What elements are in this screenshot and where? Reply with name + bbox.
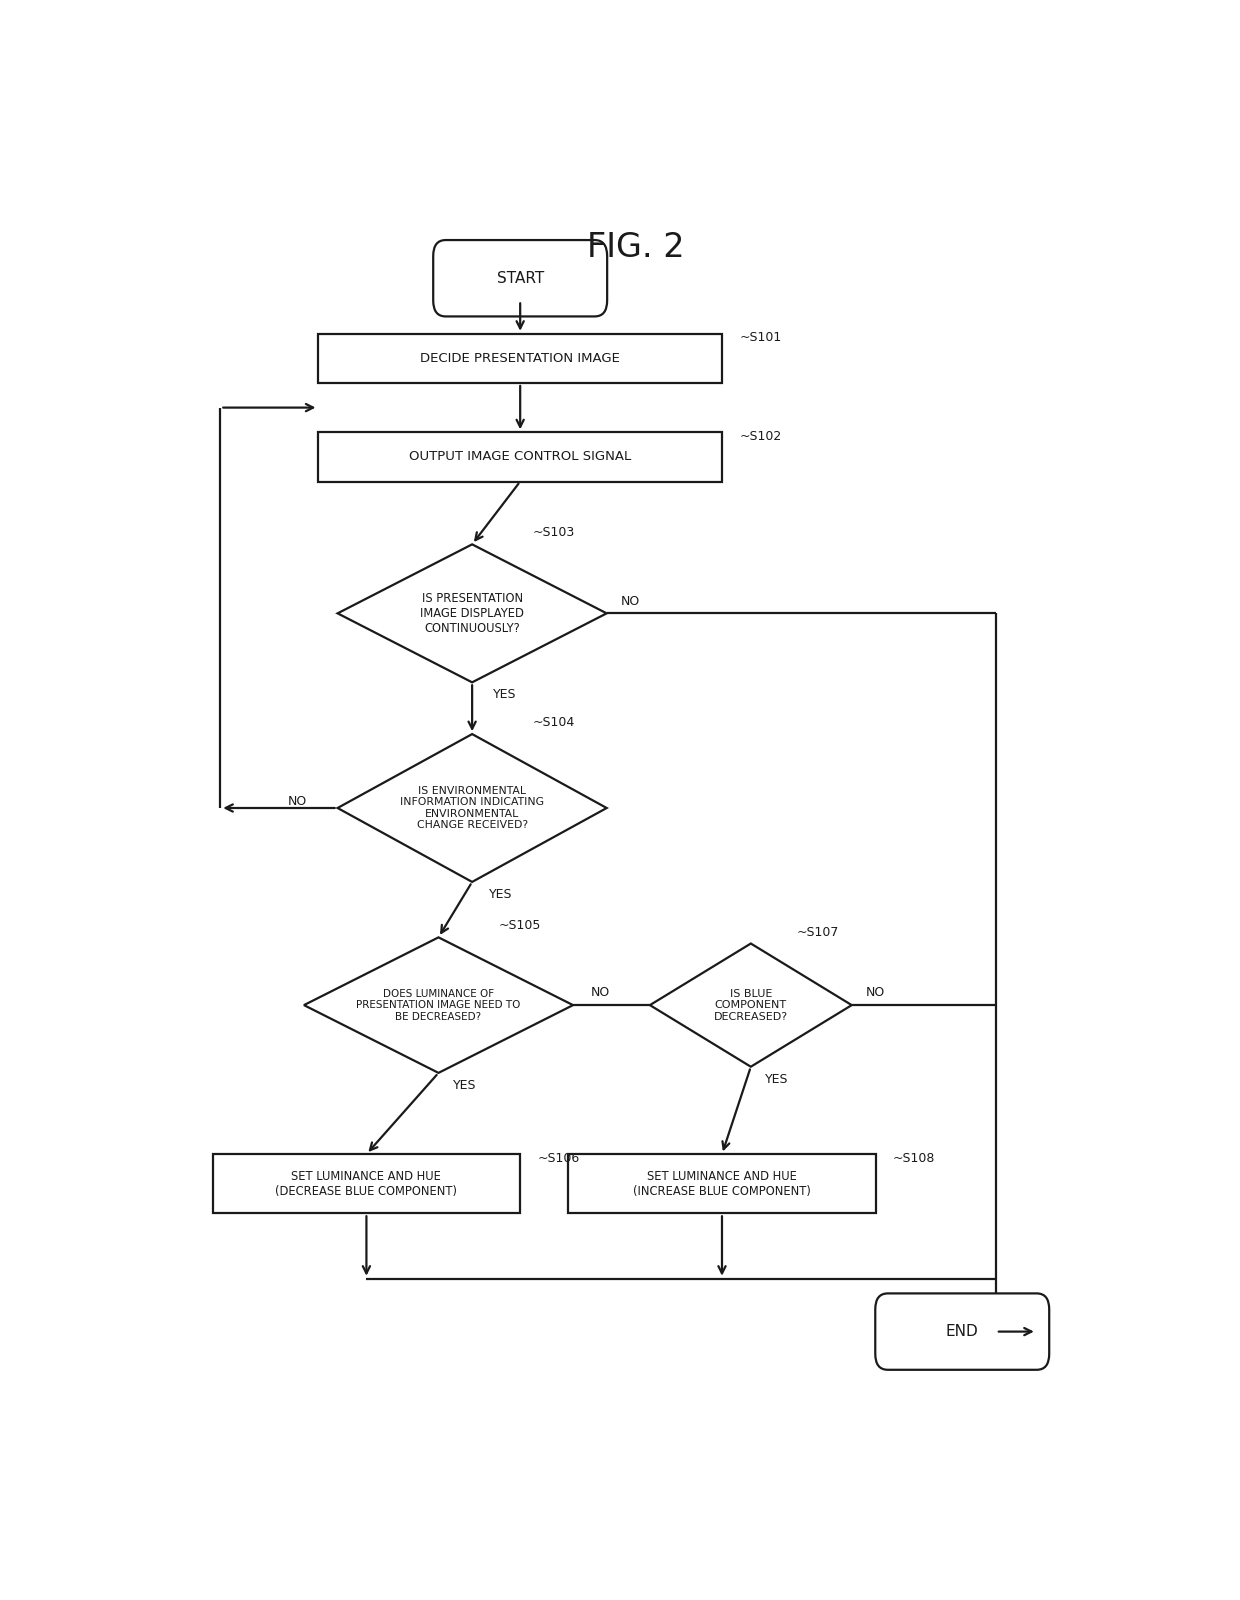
Polygon shape (337, 734, 606, 882)
Text: SET LUMINANCE AND HUE
(DECREASE BLUE COMPONENT): SET LUMINANCE AND HUE (DECREASE BLUE COM… (275, 1170, 458, 1198)
Text: YES: YES (765, 1072, 789, 1085)
Text: END: END (946, 1325, 978, 1339)
Text: DOES LUMINANCE OF
PRESENTATION IMAGE NEED TO
BE DECREASED?: DOES LUMINANCE OF PRESENTATION IMAGE NEE… (356, 989, 521, 1022)
Bar (319, 432, 722, 482)
Text: ~S107: ~S107 (796, 925, 838, 939)
Text: NO: NO (621, 595, 640, 608)
Text: NO: NO (590, 986, 610, 1000)
Text: DECIDE PRESENTATION IMAGE: DECIDE PRESENTATION IMAGE (420, 352, 620, 365)
Polygon shape (337, 544, 606, 682)
Text: IS ENVIRONMENTAL
INFORMATION INDICATING
ENVIRONMENTAL
CHANGE RECEIVED?: IS ENVIRONMENTAL INFORMATION INDICATING … (401, 786, 544, 830)
Text: START: START (496, 270, 544, 286)
Text: ~S106: ~S106 (537, 1152, 580, 1165)
Text: NO: NO (288, 795, 306, 808)
Bar (213, 1154, 521, 1213)
Bar (319, 334, 722, 382)
FancyBboxPatch shape (875, 1293, 1049, 1370)
Text: ~S105: ~S105 (498, 920, 542, 933)
Text: ~S104: ~S104 (533, 717, 575, 730)
Text: ~S102: ~S102 (739, 430, 781, 443)
Text: IS BLUE
COMPONENT
DECREASED?: IS BLUE COMPONENT DECREASED? (714, 989, 787, 1022)
Text: ~S108: ~S108 (893, 1152, 935, 1165)
Text: SET LUMINANCE AND HUE
(INCREASE BLUE COMPONENT): SET LUMINANCE AND HUE (INCREASE BLUE COM… (634, 1170, 811, 1198)
Bar (568, 1154, 875, 1213)
Text: ~S101: ~S101 (739, 331, 781, 344)
Polygon shape (650, 944, 852, 1067)
Text: YES: YES (453, 1078, 476, 1091)
Text: YES: YES (494, 688, 517, 701)
Text: IS PRESENTATION
IMAGE DISPLAYED
CONTINUOUSLY?: IS PRESENTATION IMAGE DISPLAYED CONTINUO… (420, 592, 525, 635)
Text: ~S103: ~S103 (533, 526, 575, 539)
Polygon shape (304, 938, 573, 1074)
Text: NO: NO (866, 986, 885, 1000)
FancyBboxPatch shape (433, 240, 608, 317)
Text: OUTPUT IMAGE CONTROL SIGNAL: OUTPUT IMAGE CONTROL SIGNAL (409, 450, 631, 464)
Text: FIG. 2: FIG. 2 (587, 232, 684, 264)
Text: YES: YES (490, 888, 513, 901)
